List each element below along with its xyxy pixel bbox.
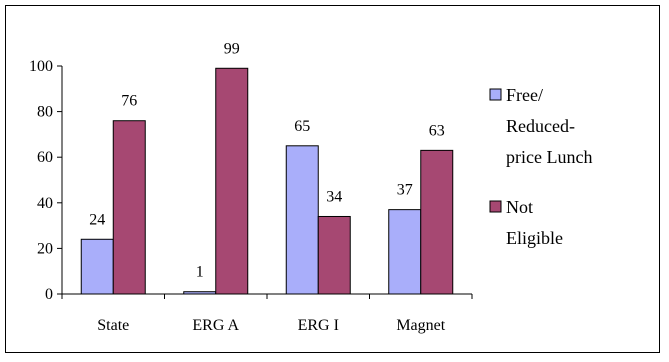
bar-not-eligible [420, 149, 454, 295]
y-tick-label: 80 [37, 104, 53, 121]
y-tick-label: 20 [37, 240, 53, 257]
y-tick-label: 40 [37, 195, 53, 212]
bar-not-eligible [215, 67, 249, 295]
data-label: 34 [326, 188, 342, 205]
bar-free-reduced [183, 291, 217, 295]
bar-free-reduced [285, 145, 319, 295]
data-label: 37 [397, 182, 413, 199]
bar-free-reduced [388, 209, 422, 295]
chart-legend: Free/Reduced-price Lunch Not Eligible [489, 85, 592, 248]
chart-axes: 0 20 40 60 80 100 State ERG A ERG I Magnet [29, 58, 473, 334]
legend-swatch [489, 88, 502, 101]
legend-swatch [489, 200, 502, 213]
chart-bars [80, 67, 454, 295]
data-label: 65 [294, 118, 310, 135]
data-label: 1 [196, 264, 204, 281]
y-tick-label: 60 [37, 149, 53, 166]
y-tick-label: 0 [45, 286, 53, 303]
legend-label: Not Eligible [506, 197, 563, 248]
bar-free-reduced [80, 238, 114, 295]
data-label: 76 [121, 93, 137, 110]
bar-not-eligible [317, 215, 351, 295]
x-tick-label: State [97, 317, 129, 334]
data-label: 99 [224, 40, 240, 57]
x-tick-label: Magnet [396, 317, 445, 334]
chart-data-labels: 24 1 65 37 76 99 34 63 [89, 40, 445, 280]
bar-not-eligible [112, 120, 146, 295]
y-tick-label: 100 [29, 58, 53, 75]
data-label: 63 [429, 122, 445, 139]
data-label: 24 [89, 211, 105, 228]
x-tick-label: ERG I [298, 317, 339, 334]
x-tick-label: ERG A [192, 317, 239, 334]
legend-label: Free/Reduced-price Lunch [506, 85, 592, 167]
